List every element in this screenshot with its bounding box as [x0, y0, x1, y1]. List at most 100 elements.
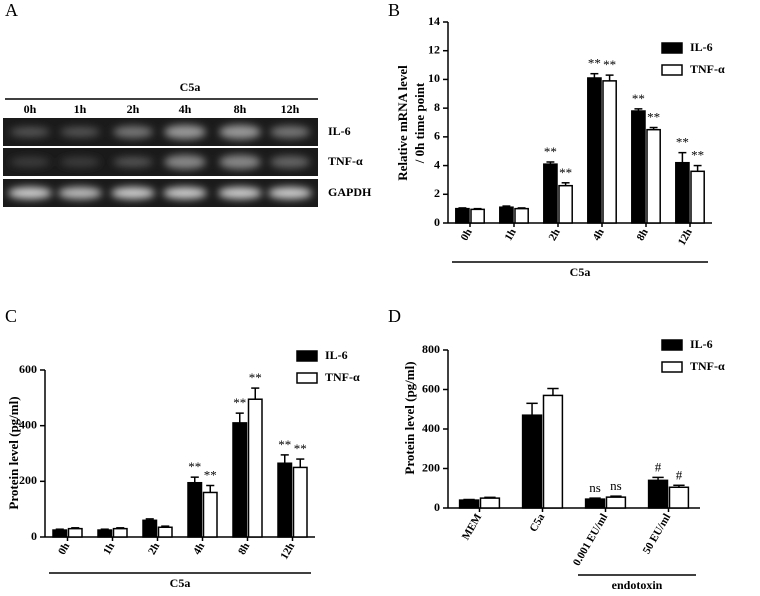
- gel: C5a: [3, 80, 318, 207]
- y-tick-label: 200: [19, 473, 37, 487]
- bar: [690, 170, 705, 224]
- gel-lane-row: [3, 179, 318, 207]
- annotation: **: [647, 110, 660, 125]
- x-tick-label: 8h: [635, 227, 651, 243]
- annotation: **: [676, 135, 689, 150]
- annotation: #: [676, 467, 683, 482]
- panel-label: A: [5, 0, 18, 20]
- bar: [587, 77, 602, 224]
- annotation: **: [204, 467, 217, 482]
- legend-swatch: [661, 64, 683, 76]
- y-axis-label: Protein level (pg/ml): [402, 361, 417, 474]
- x-tick-label: 12h: [278, 541, 297, 562]
- x-tick-label: 1h: [101, 541, 117, 557]
- bar: [605, 496, 627, 509]
- gel-title: C5a: [180, 80, 201, 94]
- gel-lane-row: [3, 118, 318, 146]
- group-label: C5a: [170, 576, 191, 590]
- y-tick-label: 0: [434, 215, 440, 229]
- x-tick-label: 50 EU/ml: [641, 512, 674, 556]
- x-tick-label: 2h: [146, 541, 162, 557]
- y-tick-label: 8: [434, 100, 440, 114]
- bar: [67, 527, 83, 538]
- annotation: #: [655, 459, 662, 474]
- lane-label: 12h: [281, 102, 300, 116]
- annotation: **: [691, 148, 704, 163]
- panel-label: C: [5, 306, 17, 326]
- y-axis-label: Protein level (pg/ml): [6, 396, 21, 509]
- row-label: GAPDH: [328, 185, 372, 199]
- y-tick-label: 2: [434, 186, 440, 200]
- bar: [584, 498, 606, 509]
- legend-swatch: [661, 42, 683, 54]
- y-tick-label: 14: [428, 14, 440, 28]
- bar: [142, 519, 158, 538]
- bar: [631, 110, 646, 224]
- bar: [470, 208, 485, 224]
- lane-label: 8h: [234, 102, 247, 116]
- lane-label: 4h: [179, 102, 192, 116]
- legend-label: TNF-α: [325, 370, 360, 384]
- panel-label: B: [388, 0, 400, 20]
- y-tick-label: 6: [434, 129, 440, 143]
- annotation: **: [559, 165, 572, 180]
- bar: [668, 486, 690, 509]
- y-tick-label: 400: [19, 417, 37, 431]
- bar: [52, 529, 68, 538]
- annotation: **: [544, 144, 557, 159]
- x-tick-label: 1h: [503, 227, 519, 243]
- annotation: **: [233, 395, 246, 410]
- bar: [112, 527, 128, 538]
- gel-lane-row: [3, 148, 318, 176]
- bar: [646, 128, 661, 224]
- group-label: C5a: [570, 265, 591, 279]
- panel-label: D: [388, 306, 401, 326]
- lane-label: 0h: [24, 102, 37, 116]
- bar: [455, 207, 470, 224]
- gel-bands: [8, 125, 312, 199]
- x-tick-label: 12h: [676, 227, 695, 248]
- x-tick-label: C5a: [527, 511, 547, 534]
- annotation: ns: [610, 478, 622, 493]
- bar: [157, 526, 173, 538]
- legend-label: IL-6: [325, 348, 348, 362]
- legend-label: TNF-α: [690, 62, 725, 76]
- y-axis-label: Relative mRNA level: [395, 65, 410, 181]
- annotation: ns: [589, 480, 601, 495]
- annotation: **: [249, 370, 262, 385]
- x-tick-label: 0h: [56, 541, 72, 557]
- y-tick-label: 600: [422, 381, 440, 395]
- annotation: **: [278, 437, 291, 452]
- bar: [202, 491, 218, 538]
- bar: [277, 462, 293, 538]
- bar: [247, 398, 263, 538]
- y-tick-label: 10: [428, 71, 440, 85]
- bar: [187, 481, 203, 538]
- lane-label: 2h: [127, 102, 140, 116]
- y-axis-label: / 0h time point: [412, 82, 427, 164]
- x-tick-label: 2h: [547, 227, 563, 243]
- bar: [97, 529, 113, 538]
- bar: [514, 207, 529, 224]
- bar: [602, 80, 617, 224]
- legend-label: TNF-α: [690, 359, 725, 373]
- legend-label: IL-6: [690, 337, 713, 351]
- y-tick-label: 0: [434, 500, 440, 514]
- annotation: **: [632, 91, 645, 106]
- legend-label: IL-6: [690, 40, 713, 54]
- x-tick-label: 8h: [236, 541, 252, 557]
- bar: [647, 479, 669, 509]
- x-tick-label: MEM: [460, 511, 485, 542]
- x-tick-label: 4h: [191, 541, 207, 557]
- bar: [458, 499, 480, 509]
- legend-swatch: [296, 372, 318, 384]
- row-label: IL-6: [328, 124, 351, 138]
- y-tick-label: 600: [19, 362, 37, 376]
- annotation: **: [603, 57, 616, 72]
- y-tick-label: 400: [422, 421, 440, 435]
- legend-swatch: [661, 339, 683, 351]
- y-tick-label: 200: [422, 460, 440, 474]
- lane-label: 1h: [74, 102, 87, 116]
- annotation: **: [294, 441, 307, 456]
- bar: [292, 466, 308, 538]
